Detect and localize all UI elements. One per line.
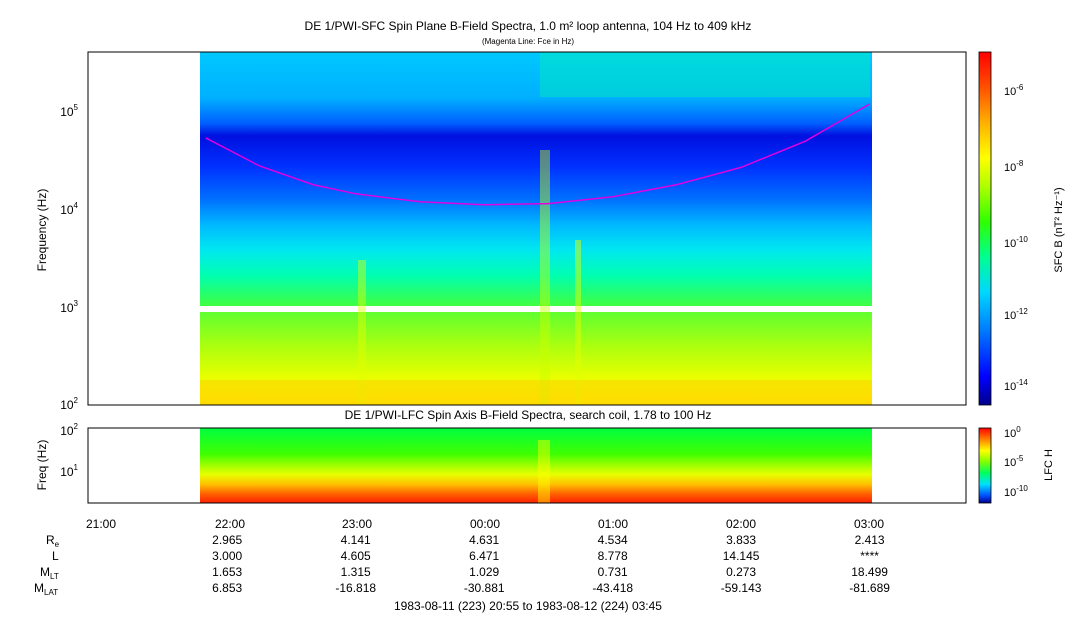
- top-y-tick-label: 105: [60, 103, 78, 119]
- time-tick-label: 01:00: [598, 517, 628, 531]
- ephemeris-value: 4.141: [341, 533, 371, 547]
- top-y-tick-label: 103: [60, 299, 78, 315]
- time-tick-label: 21:00: [86, 517, 116, 531]
- ephemeris-value: 18.499: [851, 565, 888, 579]
- top-spectrogram: [200, 52, 872, 405]
- ephemeris-value: 4.605: [341, 549, 371, 563]
- ephemeris-value: 2.965: [212, 533, 242, 547]
- bottom-colorbar-ticks: 100 10-5 10-10: [1004, 425, 1028, 499]
- time-tick-label: 00:00: [470, 517, 500, 531]
- top-y-axis: 102 103 104 105: [60, 103, 78, 412]
- ephemeris-value: 1.029: [469, 565, 499, 579]
- bottom-y-axis-label: Freq (Hz): [35, 440, 49, 491]
- bottom-spectrogram: [200, 428, 872, 503]
- ephemeris-label-mlt: MLT: [40, 565, 59, 581]
- top-colorbar-label: SFC B (nT² Hz⁻¹): [1053, 187, 1065, 272]
- ephemeris-value: 3.833: [726, 533, 756, 547]
- ephemeris-value: 0.273: [726, 565, 756, 579]
- top-colorbar-tick-label: 10-8: [1004, 159, 1024, 174]
- bottom-plot-frame: [87, 427, 967, 504]
- top-panel-title: DE 1/PWI-SFC Spin Plane B-Field Spectra,…: [305, 19, 752, 33]
- low-freq-band: [200, 380, 872, 405]
- ephemeris-label-mlat: MLAT: [34, 581, 58, 597]
- bottom-colorbar: [978, 427, 992, 504]
- ephemeris-value: -16.818: [335, 581, 376, 595]
- ephemeris-value: 4.631: [469, 533, 499, 547]
- ephemeris-value: -43.418: [592, 581, 633, 595]
- top-y-tick-label: 104: [60, 201, 78, 217]
- time-range-label: 1983-08-11 (223) 20:55 to 1983-08-12 (22…: [394, 599, 662, 613]
- ephemeris-value: 6.471: [469, 549, 499, 563]
- high-freq-emission: [540, 52, 870, 97]
- ephemeris-label-re: Re: [46, 533, 60, 549]
- top-y-tick-label: 102: [60, 396, 78, 412]
- ephemeris-value: -81.689: [849, 581, 890, 595]
- top-colorbar-ticks: 10-6 10-8 10-10 10-12 10-14: [1004, 83, 1028, 393]
- top-colorbar: [978, 51, 992, 406]
- top-y-axis-label: Frequency (Hz): [35, 189, 49, 272]
- lfc-burst-column: [538, 440, 550, 503]
- bottom-y-axis: 102 101: [60, 422, 78, 479]
- burst-column: [540, 150, 550, 405]
- bottom-panel-title: DE 1/PWI-LFC Spin Axis B-Field Spectra, …: [345, 408, 712, 422]
- time-axis: 21:00 22:00 23:00 00:00 01:00 02:00 03:0…: [86, 517, 884, 531]
- ephemeris-value: -30.881: [464, 581, 505, 595]
- bottom-colorbar-label: LFC H: [1043, 449, 1055, 481]
- sfc-upper-band: [200, 52, 872, 306]
- top-colorbar-tick-label: 10-10: [1004, 235, 1028, 250]
- ephemeris-value: -59.143: [721, 581, 762, 595]
- ephemeris-values: 2.965 4.141 4.631 4.534 3.833 2.413 3.000 4.605…: [212, 533, 890, 595]
- ephemeris-value: 2.413: [855, 533, 885, 547]
- bottom-colorbar-tick-label: 100: [1004, 425, 1021, 440]
- time-tick-label: 22:00: [215, 517, 245, 531]
- ephemeris-value: 0.731: [598, 565, 628, 579]
- top-colorbar-tick-label: 10-12: [1004, 307, 1028, 322]
- ephemeris-labels: Re L MLT MLAT: [34, 533, 60, 597]
- bottom-y-tick-label: 102: [60, 422, 78, 438]
- bottom-y-tick-label: 101: [60, 463, 78, 479]
- ephemeris-value: ****: [860, 549, 879, 563]
- time-tick-label: 23:00: [342, 517, 372, 531]
- top-plot-frame: [87, 51, 967, 406]
- fce-line: [205, 103, 870, 206]
- time-tick-label: 03:00: [854, 517, 884, 531]
- ephemeris-label-l: L: [52, 549, 59, 563]
- burst-column: [575, 240, 581, 405]
- ephemeris-value: 6.853: [212, 581, 242, 595]
- ephemeris-value: 3.000: [212, 549, 242, 563]
- ephemeris-value: 1.315: [341, 565, 371, 579]
- ephemeris-value: 14.145: [723, 549, 760, 563]
- time-tick-label: 02:00: [726, 517, 756, 531]
- top-colorbar-tick-label: 10-6: [1004, 83, 1024, 98]
- burst-column: [358, 260, 366, 405]
- bottom-colorbar-tick-label: 10-5: [1004, 454, 1024, 469]
- top-colorbar-tick-label: 10-14: [1004, 378, 1028, 393]
- ephemeris-value: 1.653: [212, 565, 242, 579]
- top-panel-subtitle: (Magenta Line: Fce in Hz): [482, 37, 574, 46]
- bottom-colorbar-tick-label: 10-10: [1004, 484, 1028, 499]
- ephemeris-value: 8.778: [598, 549, 628, 563]
- ephemeris-value: 4.534: [598, 533, 628, 547]
